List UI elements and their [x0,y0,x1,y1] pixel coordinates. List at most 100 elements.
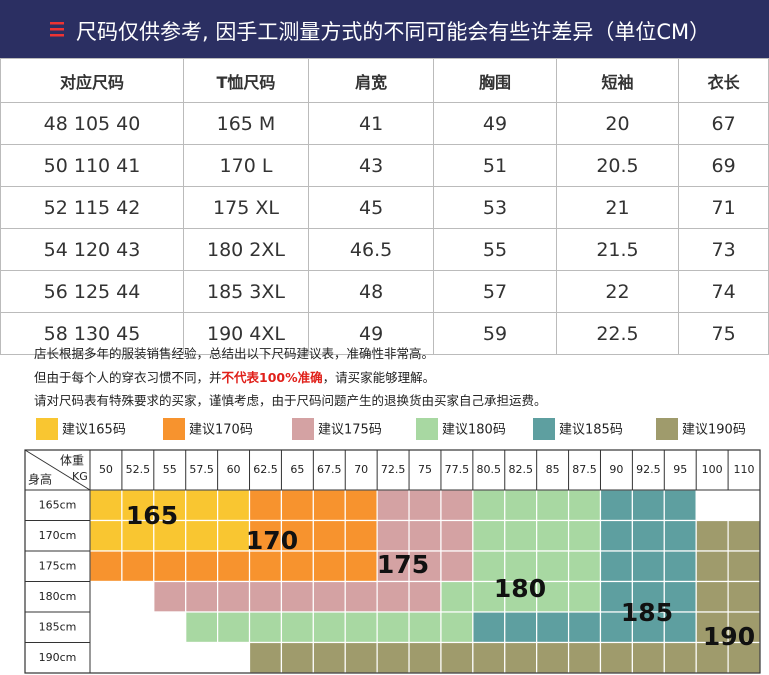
weight-label: 60 [227,463,241,476]
grid-cell [89,611,123,644]
size-table: 对应尺码 T恤尺码 肩宽 胸围 短袖 衣长 48 105 40 165 M 41 49 20 67 50… [0,58,769,355]
grid-cell [504,489,538,522]
table-row: 56 125 44 185 3XL 48 57 22 74 [0,270,769,313]
table-cell: 53 [433,186,557,229]
note: 但由于每个人的穿衣习惯不同，并不代表100%准确，请买家能够理解。 [34,367,435,386]
table-cell: 170 L [182,144,309,187]
grid-cell [217,519,251,552]
weight-label: 110 [734,463,755,476]
grid-cell [599,489,633,522]
table-cell: 165 M [182,102,309,145]
grid-cell [440,580,474,613]
grid-cell [599,550,633,583]
grid-cell [408,580,442,613]
grid-cell [312,641,346,674]
grid-cell [440,550,474,583]
weight-label: 67.5 [317,463,342,476]
table-cell: 49 [433,102,557,145]
banner-title: 尺码仅供参考, 因手工测量方式的不同可能会有些许差异（单位CM） [76,20,711,44]
grid-cell [185,611,219,644]
weight-label: 77.5 [445,463,470,476]
grid-cell [599,519,633,552]
grid-cell [727,519,761,552]
table-cell: 54 120 43 [0,228,184,271]
height-label: 190cm [39,651,77,664]
weight-label: 85 [546,463,560,476]
height-label: 175cm [39,559,77,572]
grid-cell [153,580,187,613]
legend-swatch [533,418,555,440]
grid-cell [312,580,346,613]
grid-cell [599,611,633,644]
table-cell: 56 125 44 [0,270,184,313]
grid-cell [376,611,410,644]
grid-cell [472,519,506,552]
grid-cell [408,611,442,644]
grid-cell [280,550,314,583]
grid-cell [121,611,155,644]
grid-cell [695,580,729,613]
weight-label: 80.5 [477,463,502,476]
grid-cell [344,550,378,583]
size-label: 180 [494,574,546,603]
corner-diagonal [24,449,91,491]
legend-label: 建议170码 [189,423,253,438]
grid-cell [248,489,283,522]
table-cell: 175 XL [182,186,309,229]
height-label: 165cm [39,498,77,511]
grid-cell [185,550,219,583]
grid-cell [121,519,155,552]
grid-cell [536,641,570,674]
grid-cell [663,489,697,522]
table-cell: 73 [678,228,769,271]
grid-cell [280,611,314,644]
grid-cell [472,641,506,674]
legend-swatch [163,418,185,440]
grid-cell [376,550,410,583]
table-row: 52 115 42 175 XL 45 53 21 71 [0,186,769,229]
table-cell: 22.5 [555,312,680,355]
grid-cell [185,519,219,552]
grid-cell [89,641,123,674]
legend-swatch [36,418,58,440]
grid-cell [344,641,378,674]
table-cell: 20.5 [555,144,680,187]
legend-label: 建议190码 [682,423,746,438]
grid-cell [312,611,346,644]
height-label: 170cm [39,529,77,542]
size-label: 190 [703,622,755,651]
grid-cell [599,641,633,674]
grid-cell [663,580,697,613]
weight-label: 92.5 [636,463,661,476]
grid-cell [376,519,410,552]
grid-cell [153,550,187,583]
grid-cell [727,580,761,613]
grid-cell [631,550,665,583]
table-cell: 46.5 [307,228,435,271]
height-label: 180cm [39,590,77,603]
height-label: 185cm [39,620,77,633]
grid-cell [695,550,729,583]
table-cell: 48 105 40 [0,102,184,145]
grid-cell [280,519,314,552]
grid-cell [440,641,474,674]
grid-cell [376,580,410,613]
weight-label: 95 [673,463,687,476]
grid-cell [153,641,187,674]
corner-weight: 体重 [60,454,84,468]
note: 店长根据多年的服装销售经验，总结出以下尺码建议表，准确性非常高。 [34,346,435,361]
grid-cell [567,611,602,644]
grid-cell [631,641,665,674]
grid-cell [121,580,155,613]
grid-cell [312,519,346,552]
grid-cell [631,519,665,552]
grid-cell [663,611,697,644]
table-cell: 50 110 41 [0,144,184,187]
grid-cell [408,641,442,674]
table-row: 54 120 43 180 2XL 46.5 55 21.5 73 [0,228,769,271]
grid-cell [121,550,155,583]
grid-cell [408,519,442,552]
grid-cell [567,519,602,552]
weight-label: 50 [99,463,113,476]
legend-swatch [416,418,438,440]
